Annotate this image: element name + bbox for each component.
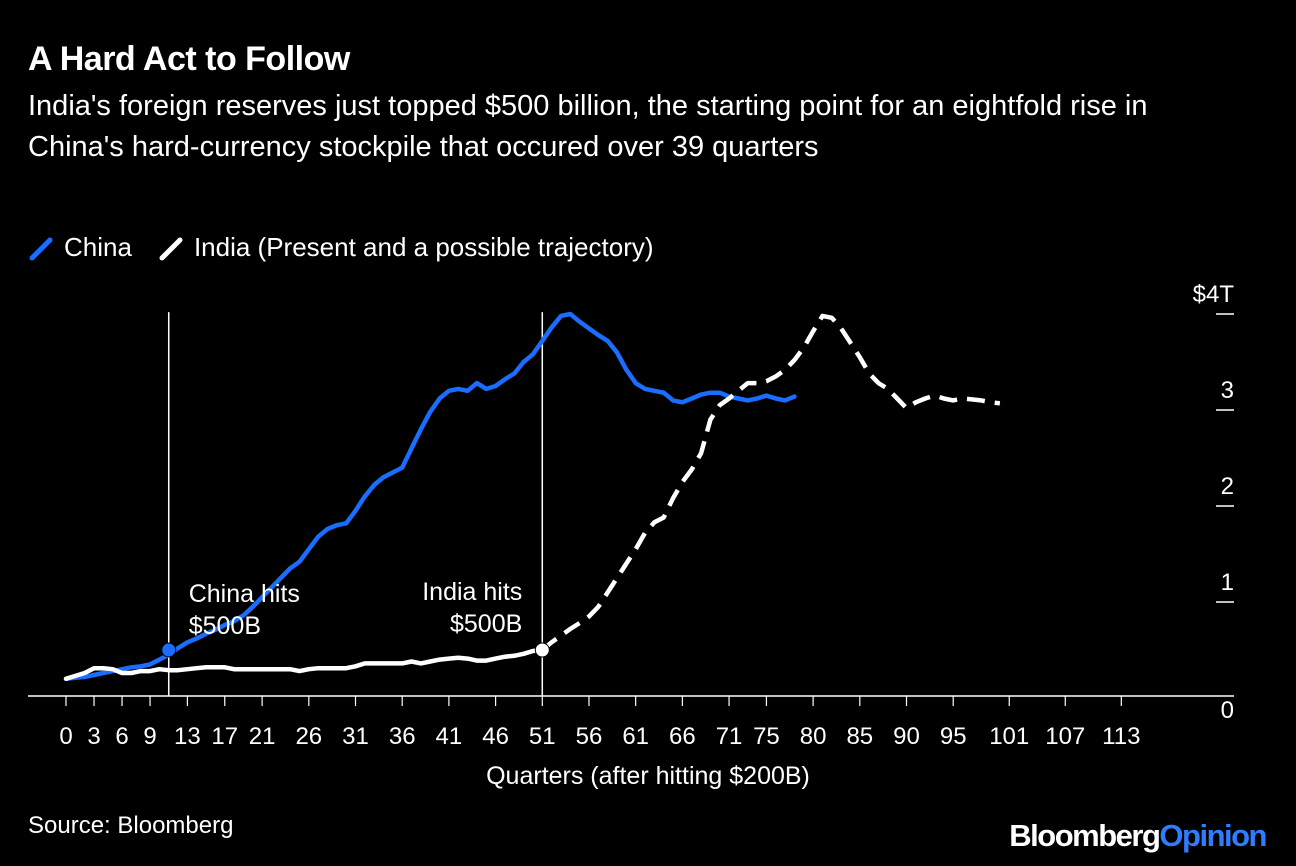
x-tick-label: 26 — [295, 723, 322, 750]
legend-label-india: India (Present and a possible trajectory… — [193, 232, 654, 262]
annotation-label: India hits — [422, 578, 522, 606]
x-tick-label: 113 — [1102, 723, 1140, 750]
x-tick-label: 75 — [753, 723, 780, 750]
x-tick-label: 71 — [716, 723, 743, 750]
x-tick-label: 3 — [87, 723, 100, 750]
annotation-label: China hits — [189, 580, 300, 608]
x-tick-label: 80 — [800, 723, 827, 750]
x-tick-label: 66 — [669, 723, 696, 750]
x-tick-label: 13 — [174, 723, 201, 750]
x-tick-label: 41 — [436, 723, 463, 750]
x-tick-label: 36 — [389, 723, 416, 750]
chart-subtitle: India's foreign reserves just topped $50… — [28, 90, 1148, 163]
legend-item-china: China — [28, 232, 132, 263]
y-tick-label: 1 — [1221, 569, 1234, 596]
source-note: Source: Bloomberg — [28, 812, 234, 839]
x-tick-label: 31 — [342, 723, 369, 750]
brand-accent: Opinion — [1159, 818, 1267, 853]
chart-title: A Hard Act to Follow — [28, 40, 350, 78]
india-swatch-icon — [159, 237, 183, 260]
china-series-line — [63, 311, 797, 682]
x-tick-label: 9 — [143, 723, 156, 750]
x-tick-label: 56 — [576, 723, 603, 750]
china-swatch-icon — [29, 237, 53, 260]
x-axis-title: Quarters (after hitting $200B) — [486, 762, 810, 790]
legend-item-india: India (Present and a possible trajectory… — [158, 232, 654, 263]
legend: China India (Present and a possible traj… — [28, 232, 680, 263]
annotation-label: $500B — [189, 612, 261, 640]
x-tick-label: 95 — [940, 723, 967, 750]
x-tick-label: 51 — [529, 723, 556, 750]
y-tick-label: 3 — [1221, 377, 1234, 404]
x-tick-label: 61 — [622, 723, 649, 750]
x-tick-label: 17 — [211, 723, 238, 750]
x-tick-label: 107 — [1045, 723, 1085, 750]
x-tick-label: 6 — [115, 723, 128, 750]
y-tick-label: 2 — [1221, 473, 1234, 500]
legend-label-china: China — [64, 232, 132, 262]
india-series-line-actual — [63, 647, 545, 682]
x-tick-label: 90 — [893, 723, 920, 750]
x-tick-label: 0 — [59, 723, 72, 750]
y-tick-label: 0 — [1221, 697, 1234, 724]
brand-logo: BloombergOpinion — [1009, 818, 1267, 854]
y-tick-label: $4T — [1193, 281, 1235, 308]
x-tick-label: 21 — [249, 723, 276, 750]
china-500b-point — [161, 642, 177, 658]
x-tick-label: 46 — [482, 723, 509, 750]
india-series-line-projected — [540, 313, 1001, 652]
line-chart: 0 3 6 9 13 17 21 26 31 36 41 46 51 56 61 66 71 75 80 85 90 95… — [28, 281, 1235, 790]
brand-main: Bloomberg — [1009, 818, 1161, 853]
x-tick-label: 85 — [846, 723, 873, 750]
annotation-label: $500B — [450, 610, 522, 638]
india-500b-point — [534, 642, 550, 658]
x-tick-label: 101 — [989, 723, 1029, 750]
